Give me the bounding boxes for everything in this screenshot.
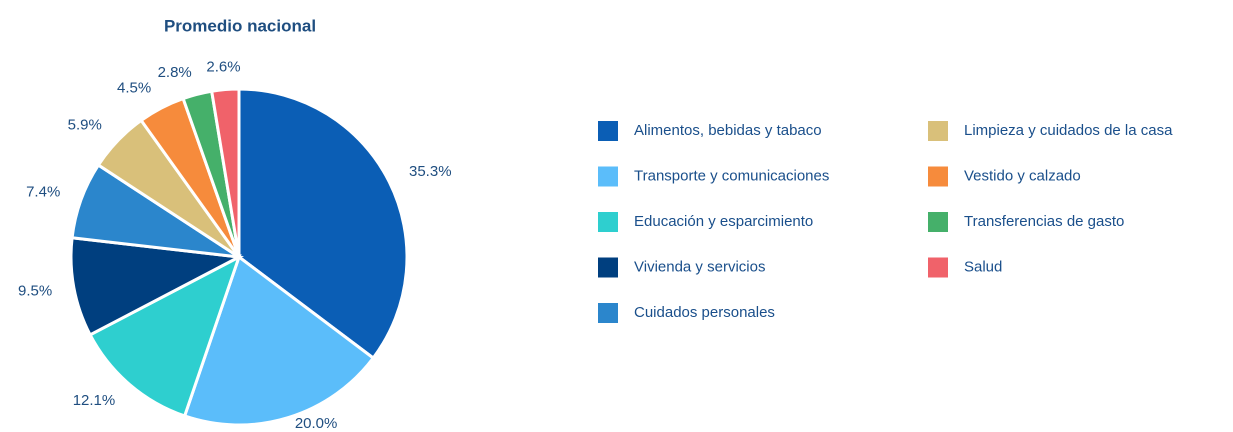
- slice-label: 2.6%: [206, 59, 240, 76]
- legend-label: Alimentos, bebidas y tabaco: [634, 122, 822, 139]
- legend-swatch: [928, 121, 948, 141]
- slice-label: 2.8%: [158, 64, 192, 81]
- legend-swatch: [928, 257, 948, 278]
- legend-swatch: [598, 303, 618, 323]
- slice-label: 5.9%: [68, 116, 102, 133]
- pie-slice: [209, 87, 241, 258]
- legend-label: Cuidados personales: [634, 304, 775, 321]
- chart-title: Promedio nacional: [164, 16, 316, 35]
- slice-label: 12.1%: [73, 392, 116, 409]
- legend-swatch: [928, 212, 948, 232]
- slice-label: 7.4%: [26, 183, 60, 200]
- legend-label: Transferencias de gasto: [964, 213, 1124, 230]
- legend-label: Vivienda y servicios: [634, 258, 765, 275]
- slice-label: 9.5%: [18, 283, 52, 300]
- pie-slice: [237, 87, 409, 361]
- slice-label: 35.3%: [409, 163, 452, 180]
- legend-label: Transporte y comunicaciones: [634, 167, 829, 184]
- legend-label: Limpieza y cuidados de la casa: [964, 122, 1173, 139]
- slice-label: 20.0%: [295, 415, 338, 432]
- legend-swatch: [598, 257, 618, 278]
- pie-slice: [69, 236, 245, 337]
- slice-label: 4.5%: [117, 79, 151, 96]
- legend-label: Salud: [964, 258, 1002, 275]
- pie-slice: [182, 254, 376, 427]
- legend-swatch: [598, 212, 618, 232]
- legend-swatch: [598, 166, 618, 187]
- legend-swatch: [928, 166, 948, 187]
- legend-swatch: [598, 121, 618, 141]
- legend-label: Educación y esparcimiento: [634, 213, 813, 230]
- pie-slice: [88, 253, 242, 418]
- legend-label: Vestido y calzado: [964, 167, 1081, 184]
